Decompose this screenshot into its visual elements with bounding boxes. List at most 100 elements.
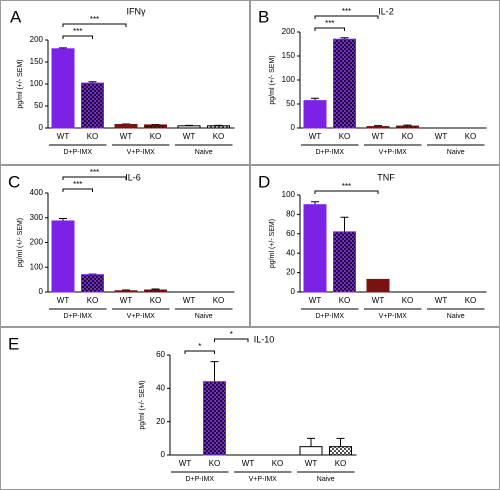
y-tick-label: 400 (30, 188, 44, 197)
x-tick-label: WT (120, 132, 133, 141)
y-axis-label: pg/ml (+/- SEM) (269, 55, 276, 104)
bar (114, 290, 138, 293)
bar (144, 124, 167, 129)
x-tick-label: WT (242, 459, 255, 468)
significance-bracket (314, 190, 379, 194)
group-label: Naive (195, 313, 213, 320)
x-tick-label: WT (309, 296, 322, 305)
x-tick-label: WT (372, 132, 385, 141)
bar (303, 204, 327, 293)
y-axis-label: pg/ml (+/- SEM) (17, 59, 24, 108)
x-tick-label: KO (402, 132, 414, 141)
x-tick-label: WT (372, 296, 385, 305)
panel-letter: B (258, 7, 269, 26)
x-tick-label: KO (339, 132, 351, 141)
x-tick-label: KO (339, 296, 351, 305)
chart-title: IL-2 (378, 6, 394, 16)
bar (51, 48, 75, 129)
y-axis-label: pg/ml (+/- SEM) (17, 218, 24, 267)
y-tick-label: 100 (282, 190, 296, 199)
bar (366, 126, 390, 129)
significance-label: *** (342, 7, 351, 16)
x-tick-label: KO (335, 459, 347, 468)
chart-title: IL-10 (254, 334, 275, 344)
significance-bracket (62, 35, 93, 39)
y-tick-label: 100 (30, 79, 44, 88)
x-tick-label: KO (213, 296, 225, 305)
error-bar (340, 216, 349, 232)
group-label: Naive (317, 476, 335, 483)
y-tick-label: 150 (30, 57, 44, 66)
y-tick-label: 0 (39, 287, 44, 296)
significance-label: *** (342, 182, 351, 191)
significance-bracket (184, 350, 215, 354)
error-bar (307, 437, 315, 447)
x-tick-label: WT (120, 296, 133, 305)
panel-letter: C (8, 172, 20, 191)
group-label: D+P-IMX (63, 313, 92, 320)
group-label: V+P-IMX (379, 313, 408, 320)
group-label: Naive (195, 149, 213, 156)
significance-label: * (198, 342, 201, 351)
y-tick-label: 200 (30, 35, 44, 44)
significance-label: *** (73, 180, 82, 189)
error-bar (210, 361, 219, 382)
panel-letter: A (10, 7, 22, 26)
bar (81, 274, 104, 293)
y-tick-label: 0 (291, 123, 296, 132)
bar (207, 125, 230, 129)
error-bar (336, 437, 345, 447)
y-axis-label: pg/ml (+/- SEM) (269, 219, 276, 268)
bar (366, 278, 390, 293)
panel-letter: D (258, 172, 270, 191)
x-tick-label: WT (305, 459, 318, 468)
bar (203, 381, 226, 456)
bar (299, 446, 323, 456)
significance-label: *** (325, 19, 334, 28)
y-tick-label: 150 (282, 51, 296, 60)
y-tick-label: 80 (286, 210, 295, 219)
bar (329, 446, 352, 456)
y-tick-label: 200 (282, 27, 296, 36)
y-tick-label: 60 (286, 229, 295, 238)
group-label: D+P-IMX (315, 149, 344, 156)
significance-label: *** (73, 27, 82, 36)
y-tick-label: 0 (291, 287, 296, 296)
x-tick-label: KO (402, 296, 414, 305)
y-tick-label: 100 (30, 262, 44, 271)
x-tick-label: KO (87, 132, 99, 141)
group-label: D+P-IMX (63, 149, 92, 156)
y-tick-label: 20 (286, 268, 295, 277)
group-label: V+P-IMX (379, 149, 408, 156)
bar (114, 123, 138, 129)
x-tick-label: WT (183, 132, 196, 141)
bar (333, 231, 356, 293)
panel-letter: E (8, 334, 19, 353)
bar (81, 82, 104, 129)
chart-title: TNF (377, 172, 395, 182)
y-tick-label: 100 (282, 75, 296, 84)
group-label: V+P-IMX (127, 313, 156, 320)
bar (144, 289, 167, 293)
significance-bracket (62, 23, 127, 27)
x-tick-label: KO (150, 296, 162, 305)
significance-label: *** (90, 15, 99, 24)
x-tick-label: WT (183, 296, 196, 305)
panel-frame (0, 0, 250, 165)
group-label: Naive (447, 313, 465, 320)
y-axis-label: pg/ml (+/- SEM) (139, 380, 146, 429)
group-label: V+P-IMX (249, 476, 278, 483)
y-tick-label: 20 (156, 417, 165, 426)
y-tick-label: 0 (161, 450, 166, 459)
x-tick-label: WT (435, 132, 448, 141)
y-tick-label: 300 (30, 213, 44, 222)
significance-bracket (62, 188, 93, 192)
y-tick-label: 200 (30, 238, 44, 247)
y-tick-label: 50 (286, 99, 295, 108)
group-label: V+P-IMX (127, 149, 156, 156)
y-tick-label: 60 (156, 350, 165, 359)
group-label: Naive (447, 149, 465, 156)
significance-bracket (214, 338, 249, 342)
x-tick-label: KO (213, 132, 225, 141)
